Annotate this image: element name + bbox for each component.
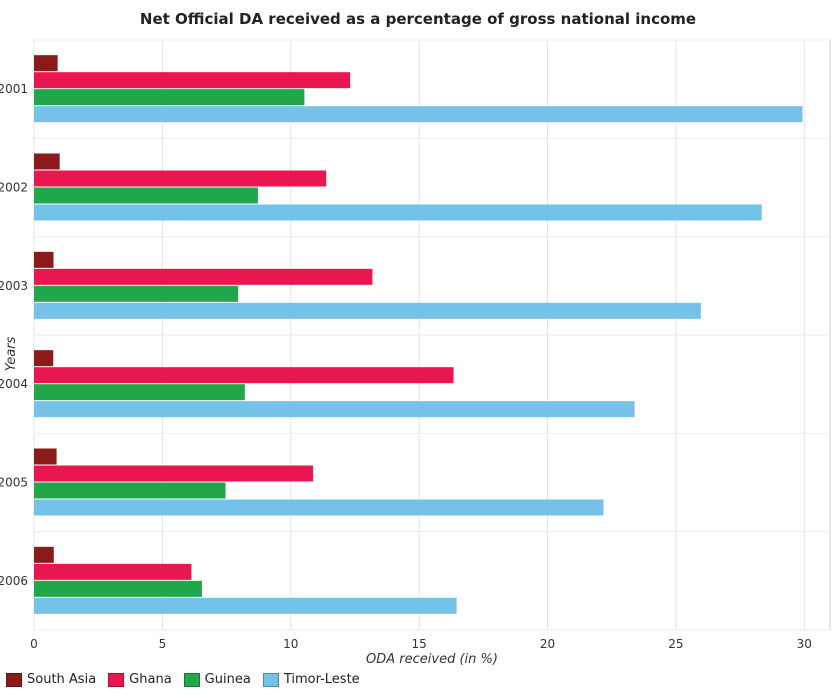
legend-item-ghana: Ghana bbox=[108, 672, 172, 687]
x-tick-label: 0 bbox=[30, 637, 38, 651]
chart-title: Net Official DA received as a percentage… bbox=[139, 10, 697, 28]
bar-south-asia-2004 bbox=[34, 350, 54, 367]
bar-timor-leste-2005 bbox=[34, 499, 604, 516]
bar-guinea-2004 bbox=[34, 384, 245, 401]
legend-label: Ghana bbox=[129, 672, 172, 687]
bar-timor-leste-2006 bbox=[34, 597, 457, 614]
bar-guinea-2003 bbox=[34, 285, 239, 302]
y-tick-label: 2005 bbox=[0, 476, 28, 490]
bar-timor-leste-2002 bbox=[34, 204, 762, 221]
legend-swatch bbox=[6, 672, 22, 687]
bar-timor-leste-2004 bbox=[34, 401, 635, 418]
legend-item-guinea: Guinea bbox=[183, 672, 251, 687]
y-tick-label: 2001 bbox=[0, 82, 28, 96]
bar-guinea-2006 bbox=[34, 580, 202, 597]
bar-ghana-2006 bbox=[34, 563, 192, 580]
x-tick-label: 30 bbox=[797, 637, 812, 651]
y-tick-label: 2004 bbox=[0, 377, 28, 391]
bar-ghana-2003 bbox=[34, 268, 373, 285]
bar-ghana-2004 bbox=[34, 367, 454, 384]
bar-timor-leste-2001 bbox=[34, 106, 803, 123]
legend-label: Timor-Leste bbox=[283, 672, 360, 687]
y-axis-label: Years bbox=[4, 336, 19, 371]
x-tick-label: 20 bbox=[540, 637, 555, 651]
y-tick-label: 2002 bbox=[0, 181, 28, 195]
bar-guinea-2001 bbox=[34, 89, 305, 106]
x-tick-label: 10 bbox=[283, 637, 298, 651]
bar-timor-leste-2003 bbox=[34, 302, 701, 319]
legend: South Asia Ghana Guinea Timor-Leste bbox=[6, 672, 372, 687]
y-tick-label: 2006 bbox=[0, 574, 28, 588]
legend-label: Guinea bbox=[204, 672, 251, 687]
x-tick-label: 15 bbox=[412, 637, 427, 651]
bar-guinea-2005 bbox=[34, 482, 226, 499]
bar-south-asia-2002 bbox=[34, 153, 60, 170]
bar-south-asia-2003 bbox=[34, 251, 54, 268]
y-tick-label: 2003 bbox=[0, 279, 28, 293]
x-tick-label: 25 bbox=[668, 637, 683, 651]
bar-ghana-2001 bbox=[34, 72, 351, 89]
bar-south-asia-2005 bbox=[34, 448, 57, 465]
bar-ghana-2002 bbox=[34, 170, 327, 187]
bar-guinea-2002 bbox=[34, 187, 258, 204]
bar-south-asia-2006 bbox=[34, 546, 54, 563]
legend-item-timor-leste: Timor-Leste bbox=[262, 672, 360, 687]
legend-swatch bbox=[183, 672, 200, 687]
legend-swatch bbox=[108, 672, 125, 687]
legend-label: South Asia bbox=[27, 672, 97, 687]
bar-south-asia-2001 bbox=[34, 55, 58, 72]
legend-item-south-asia: South Asia bbox=[6, 672, 96, 687]
x-tick-label: 5 bbox=[159, 637, 167, 651]
x-axis-label: ODA received (in %) bbox=[366, 652, 498, 667]
bar-ghana-2005 bbox=[34, 465, 314, 482]
legend-swatch bbox=[262, 672, 279, 687]
